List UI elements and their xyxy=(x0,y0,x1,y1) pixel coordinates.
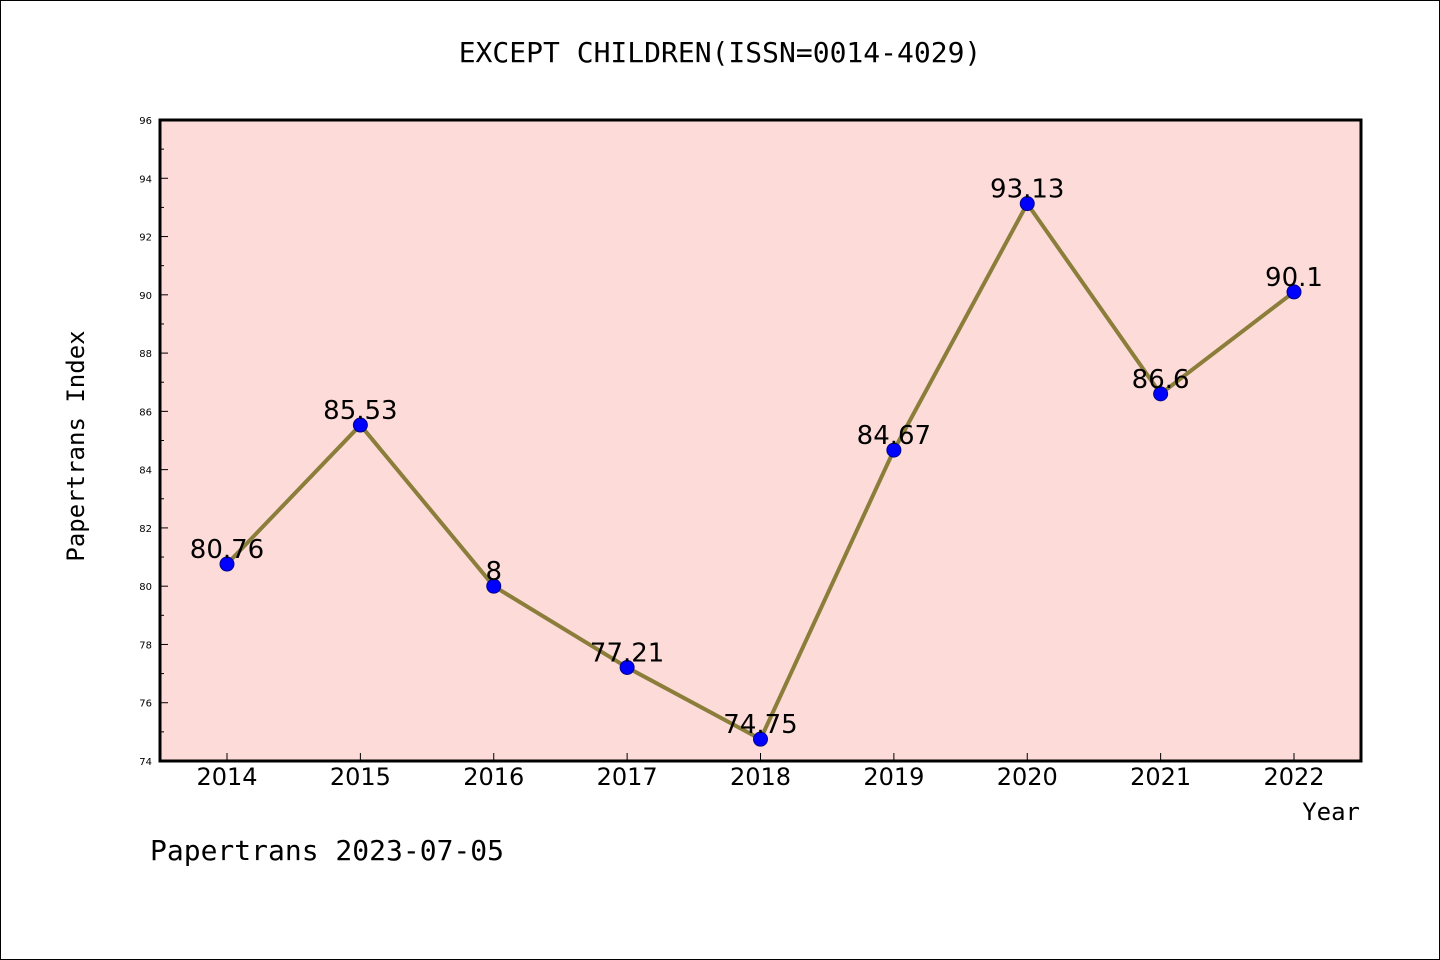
y-tick-label: 78 xyxy=(139,640,152,651)
data-label: 8 xyxy=(485,557,502,587)
x-axis: 2014 2015 2016 2017 2018 2019 2020 2021 2022 xyxy=(196,753,1325,791)
y-tick-label: 86 xyxy=(139,407,152,418)
chart-title: EXCEPT CHILDREN(ISSN=0014-4029) xyxy=(458,36,982,69)
x-tick-label: 2014 xyxy=(196,763,257,791)
y-tick-label: 92 xyxy=(139,233,152,244)
x-tick-label: 2015 xyxy=(330,763,391,791)
data-label: 74.75 xyxy=(723,710,797,740)
data-label: 85.53 xyxy=(323,396,397,426)
data-point xyxy=(1286,284,1302,300)
y-tick-label: 80 xyxy=(139,582,152,593)
data-label: 84.67 xyxy=(857,421,931,451)
data-point xyxy=(753,731,768,747)
x-tick-label: 2018 xyxy=(730,763,791,791)
y-tick-label: 90 xyxy=(139,291,152,302)
data-label: 93.13 xyxy=(990,175,1064,205)
y-axis-label: Papertrans Index xyxy=(62,330,90,561)
data-labels: 80.76 85.53 8 77.21 74.75 84.67 93.13 86.6 90.1 xyxy=(190,175,1323,741)
plot-area xyxy=(160,120,1361,761)
x-tick-label: 2021 xyxy=(1130,763,1191,791)
y-tick-label: 82 xyxy=(139,524,152,535)
x-axis-label: Year xyxy=(1302,798,1360,826)
data-point xyxy=(352,417,368,433)
data-point xyxy=(1019,196,1035,212)
y-tick-label: 76 xyxy=(139,699,152,710)
y-tick-label: 74 xyxy=(139,757,152,768)
footer-watermark: Papertrans 2023-07-05 xyxy=(150,834,505,867)
y-tick-label: 96 xyxy=(139,116,152,127)
y-tick-label: 84 xyxy=(139,466,152,477)
data-label: 77.21 xyxy=(590,638,664,668)
data-point xyxy=(886,442,902,458)
x-tick-label: 2019 xyxy=(863,763,924,791)
data-point xyxy=(486,578,502,594)
data-point xyxy=(1153,386,1169,402)
y-tick-label: 88 xyxy=(139,349,152,360)
series-markers xyxy=(219,196,1302,747)
y-tick-label: 94 xyxy=(139,174,152,185)
data-point xyxy=(619,659,635,675)
data-point xyxy=(219,556,235,572)
x-tick-label: 2020 xyxy=(997,763,1058,791)
data-label: 86.6 xyxy=(1132,365,1190,395)
x-tick-label: 2017 xyxy=(597,763,658,791)
x-tick-label: 2016 xyxy=(463,763,524,791)
data-label: 90.1 xyxy=(1265,263,1323,293)
plot-border xyxy=(158,118,1363,763)
x-tick-label: 2022 xyxy=(1263,763,1324,791)
data-label: 80.76 xyxy=(190,535,264,565)
